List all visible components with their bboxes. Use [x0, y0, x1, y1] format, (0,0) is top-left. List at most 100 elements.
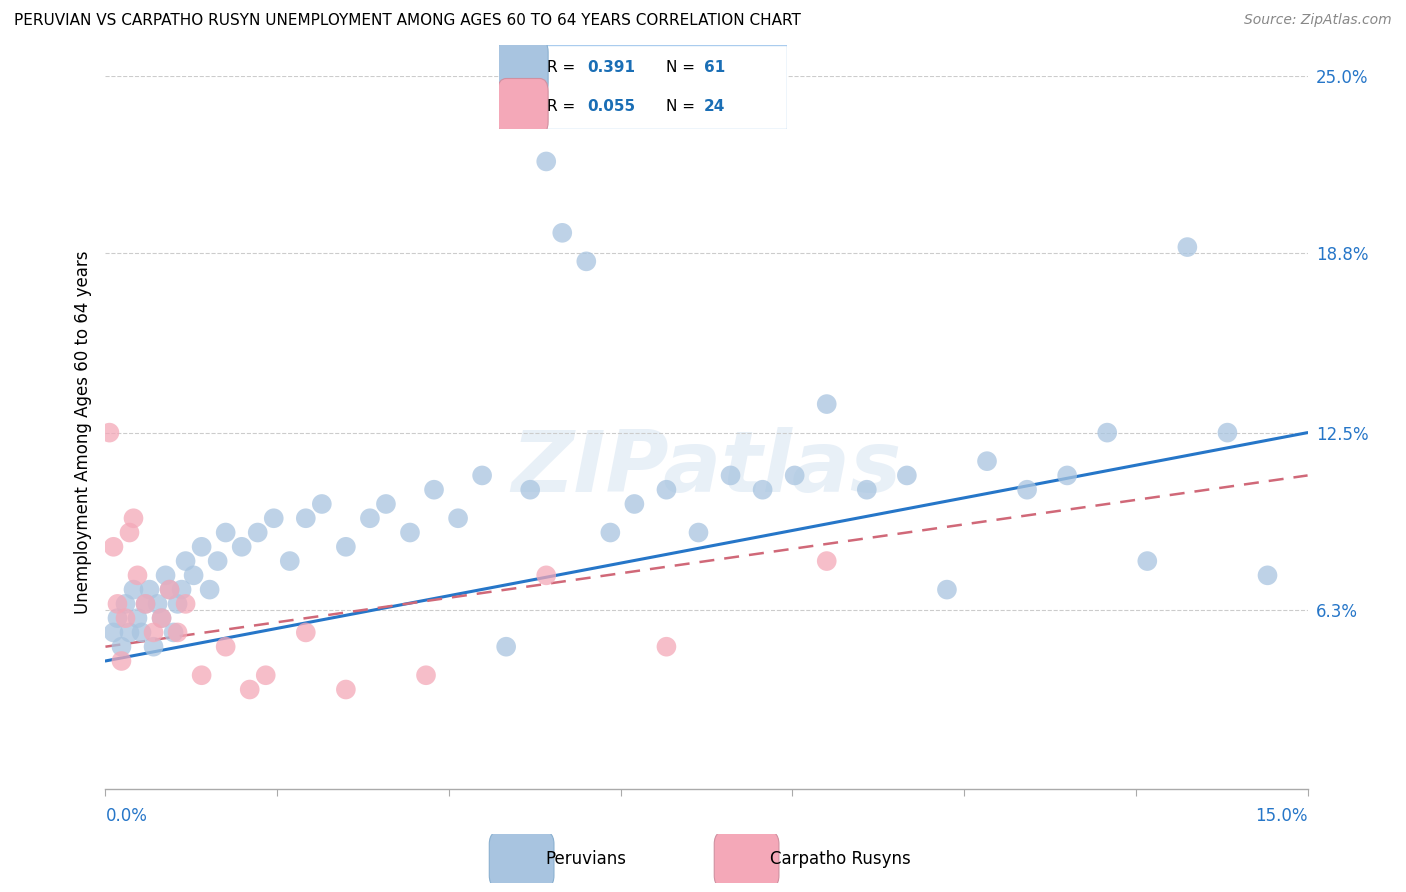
- Point: [150, 611, 173, 625]
- Point: [142, 625, 165, 640]
- Point: [551, 226, 574, 240]
- Text: 0.0%: 0.0%: [105, 807, 148, 825]
- Point: [295, 625, 318, 640]
- Point: [231, 540, 253, 554]
- Point: [174, 597, 197, 611]
- Point: [214, 640, 236, 654]
- Point: [198, 582, 221, 597]
- Point: [127, 611, 149, 625]
- Point: [110, 640, 132, 654]
- Point: [118, 525, 141, 540]
- Point: [135, 597, 157, 611]
- Point: [599, 525, 621, 540]
- Point: [190, 668, 212, 682]
- Point: [107, 597, 129, 611]
- Text: Carpatho Rusyns: Carpatho Rusyns: [770, 849, 911, 868]
- Point: [114, 597, 136, 611]
- Point: [415, 668, 437, 682]
- Point: [110, 654, 132, 668]
- Text: 15.0%: 15.0%: [1256, 807, 1308, 825]
- Point: [114, 611, 136, 625]
- Point: [335, 682, 357, 697]
- Y-axis label: Unemployment Among Ages 60 to 64 years: Unemployment Among Ages 60 to 64 years: [73, 251, 91, 615]
- Point: [1136, 554, 1159, 568]
- Point: [751, 483, 773, 497]
- Point: [159, 582, 181, 597]
- Text: Peruvians: Peruvians: [546, 849, 627, 868]
- Point: [936, 582, 959, 597]
- Point: [246, 525, 269, 540]
- Point: [142, 640, 165, 654]
- Text: N =: N =: [666, 60, 700, 75]
- Point: [374, 497, 396, 511]
- Point: [655, 483, 678, 497]
- Text: 0.391: 0.391: [588, 60, 636, 75]
- Point: [495, 640, 517, 654]
- Text: R =: R =: [547, 99, 579, 114]
- Point: [207, 554, 229, 568]
- Text: ZIPatlas: ZIPatlas: [512, 426, 901, 510]
- Point: [98, 425, 121, 440]
- Point: [855, 483, 877, 497]
- FancyBboxPatch shape: [714, 830, 779, 890]
- Text: 24: 24: [704, 99, 725, 114]
- Point: [976, 454, 998, 468]
- Point: [103, 625, 125, 640]
- Text: 61: 61: [704, 60, 725, 75]
- FancyBboxPatch shape: [499, 45, 787, 129]
- Point: [1056, 468, 1078, 483]
- Point: [214, 525, 236, 540]
- Point: [815, 397, 838, 411]
- Point: [447, 511, 470, 525]
- Text: PERUVIAN VS CARPATHO RUSYN UNEMPLOYMENT AMONG AGES 60 TO 64 YEARS CORRELATION CH: PERUVIAN VS CARPATHO RUSYN UNEMPLOYMENT …: [14, 13, 801, 29]
- Point: [254, 668, 277, 682]
- Point: [688, 525, 710, 540]
- Point: [239, 682, 262, 697]
- Point: [1257, 568, 1279, 582]
- Point: [162, 625, 184, 640]
- Point: [278, 554, 301, 568]
- Point: [166, 597, 188, 611]
- Point: [335, 540, 357, 554]
- Point: [183, 568, 205, 582]
- FancyBboxPatch shape: [498, 39, 548, 95]
- Point: [623, 497, 645, 511]
- Point: [190, 540, 212, 554]
- Point: [131, 625, 153, 640]
- Point: [166, 625, 188, 640]
- Point: [783, 468, 806, 483]
- Point: [159, 582, 181, 597]
- Point: [311, 497, 333, 511]
- Text: Source: ZipAtlas.com: Source: ZipAtlas.com: [1244, 13, 1392, 28]
- Point: [103, 540, 125, 554]
- Point: [174, 554, 197, 568]
- Point: [135, 597, 157, 611]
- Point: [815, 554, 838, 568]
- Point: [150, 611, 173, 625]
- Point: [399, 525, 422, 540]
- Point: [263, 511, 285, 525]
- Point: [1015, 483, 1038, 497]
- Point: [155, 568, 177, 582]
- Point: [138, 582, 160, 597]
- Point: [423, 483, 446, 497]
- Point: [146, 597, 169, 611]
- Point: [1175, 240, 1198, 254]
- Point: [655, 640, 678, 654]
- Text: R =: R =: [547, 60, 579, 75]
- Point: [575, 254, 598, 268]
- Point: [122, 582, 145, 597]
- Point: [1097, 425, 1119, 440]
- Point: [122, 511, 145, 525]
- Point: [107, 611, 129, 625]
- Point: [127, 568, 149, 582]
- Point: [170, 582, 193, 597]
- FancyBboxPatch shape: [498, 78, 548, 135]
- Text: 0.055: 0.055: [588, 99, 636, 114]
- Point: [295, 511, 318, 525]
- Point: [118, 625, 141, 640]
- Text: N =: N =: [666, 99, 700, 114]
- Point: [534, 568, 557, 582]
- Point: [519, 483, 541, 497]
- Point: [471, 468, 494, 483]
